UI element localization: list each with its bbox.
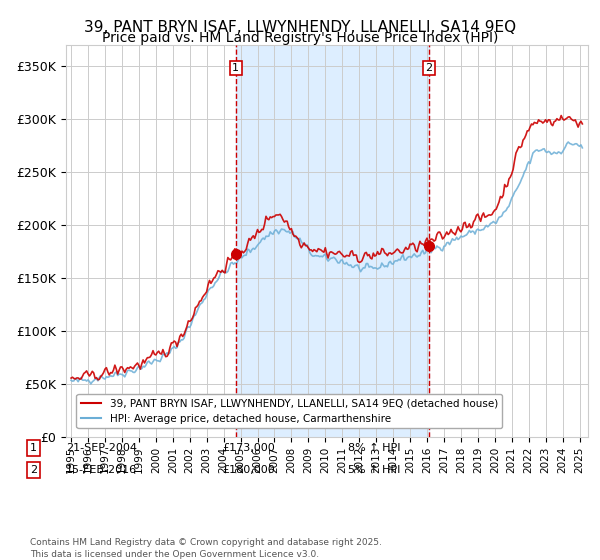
39, PANT BRYN ISAF, LLWYNHENDY, LLANELLI, SA14 9EQ (detached house) (96, 376, 103, 382)
HPI: Average price, detached house, Carmarthenshire: (2e+03, 4.99e+04): Average price, detached house, Carmarthe… (87, 381, 94, 388)
39, PANT BRYN ISAF, LLWYNHENDY, LLANELLI, SA14 9EQ (detached house) (67, 375, 74, 381)
Text: 15-FEB-2016: 15-FEB-2016 (66, 465, 137, 475)
HPI: Average price, detached house, Carmarthenshire: (2e+03, 5.32e+04): Average price, detached house, Carmarthe… (67, 377, 74, 384)
HPI: Average price, detached house, Carmarthenshire: (2.02e+03, 2.78e+05): Average price, detached house, Carmarthe… (565, 139, 572, 146)
Text: 1: 1 (232, 63, 239, 73)
39, PANT BRYN ISAF, LLWYNHENDY, LLANELLI, SA14 9EQ (detached house) (579, 120, 586, 127)
Text: 8% ↑ HPI: 8% ↑ HPI (348, 443, 401, 453)
Text: £173,000: £173,000 (222, 443, 275, 453)
39, PANT BRYN ISAF, LLWYNHENDY, LLANELLI, SA14 9EQ (detached house) (557, 112, 565, 119)
Text: Contains HM Land Registry data © Crown copyright and database right 2025.
This d: Contains HM Land Registry data © Crown c… (30, 538, 382, 559)
Text: 39, PANT BRYN ISAF, LLWYNHENDY, LLANELLI, SA14 9EQ: 39, PANT BRYN ISAF, LLWYNHENDY, LLANELLI… (84, 20, 516, 35)
Text: 21-SEP-2004: 21-SEP-2004 (66, 443, 137, 453)
HPI: Average price, detached house, Carmarthenshire: (2.02e+03, 1.89e+05): Average price, detached house, Carmarthe… (457, 233, 464, 240)
Bar (236, 45, 429, 437)
HPI: Average price, detached house, Carmarthenshire: (2e+03, 1.03e+05): Average price, detached house, Carmarthe… (183, 325, 190, 332)
39, PANT BRYN ISAF, LLWYNHENDY, LLANELLI, SA14 9EQ (detached house) (118, 363, 125, 370)
HPI: Average price, detached house, Carmarthenshire: (2.03e+03, 2.73e+05): Average price, detached house, Carmarthe… (579, 144, 586, 151)
39, PANT BRYN ISAF, LLWYNHENDY, LLANELLI, SA14 9EQ (detached house) (94, 376, 101, 383)
Text: 1: 1 (30, 443, 37, 453)
Text: 2: 2 (30, 465, 37, 475)
39, PANT BRYN ISAF, LLWYNHENDY, LLANELLI, SA14 9EQ (detached house) (285, 223, 292, 230)
HPI: Average price, detached house, Carmarthenshire: (2.01e+03, 1.94e+05): Average price, detached house, Carmarthe… (285, 228, 292, 235)
39, PANT BRYN ISAF, LLWYNHENDY, LLANELLI, SA14 9EQ (detached house) (193, 304, 200, 310)
HPI: Average price, detached house, Carmarthenshire: (2e+03, 5.87e+04): Average price, detached house, Carmarthe… (118, 371, 125, 378)
Legend: 39, PANT BRYN ISAF, LLWYNHENDY, LLANELLI, SA14 9EQ (detached house), HPI: Averag: 39, PANT BRYN ISAF, LLWYNHENDY, LLANELLI… (76, 394, 502, 428)
HPI: Average price, detached house, Carmarthenshire: (2e+03, 1.18e+05): Average price, detached house, Carmarthe… (193, 309, 200, 315)
39, PANT BRYN ISAF, LLWYNHENDY, LLANELLI, SA14 9EQ (detached house) (183, 323, 190, 330)
39, PANT BRYN ISAF, LLWYNHENDY, LLANELLI, SA14 9EQ (detached house) (457, 228, 464, 235)
HPI: Average price, detached house, Carmarthenshire: (2e+03, 5.61e+04): Average price, detached house, Carmarthe… (96, 374, 103, 381)
Line: 39, PANT BRYN ISAF, LLWYNHENDY, LLANELLI, SA14 9EQ (detached house): 39, PANT BRYN ISAF, LLWYNHENDY, LLANELLI… (71, 115, 583, 380)
Text: 5% ↑ HPI: 5% ↑ HPI (348, 465, 400, 475)
Text: 2: 2 (425, 63, 433, 73)
Text: £180,000: £180,000 (222, 465, 275, 475)
Text: Price paid vs. HM Land Registry's House Price Index (HPI): Price paid vs. HM Land Registry's House … (102, 31, 498, 45)
Line: HPI: Average price, detached house, Carmarthenshire: HPI: Average price, detached house, Carm… (71, 142, 583, 384)
